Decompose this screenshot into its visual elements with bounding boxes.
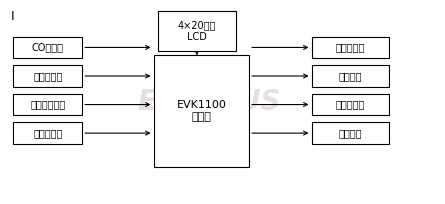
Bar [13,65,82,87]
Bar [13,37,82,58]
Text: 声光报警器: 声光报警器 [336,42,365,52]
Bar [312,94,389,115]
Bar [13,94,82,115]
Text: 4×20蓝色
LCD: 4×20蓝色 LCD [178,20,216,42]
Text: CO传感器: CO传感器 [32,42,64,52]
Text: 光照传感器: 光照传感器 [33,71,63,81]
Text: 数据存储: 数据存储 [339,128,362,138]
Text: EEFOCUS: EEFOCUS [138,88,281,116]
Text: EVK1100
开发板: EVK1100 开发板 [176,100,227,122]
Bar [312,65,389,87]
Text: 以太网通信: 以太网通信 [336,100,365,110]
Text: I: I [11,10,15,23]
Text: 温湿度传感器: 温湿度传感器 [30,100,65,110]
Text: 串口通信: 串口通信 [339,71,362,81]
Bar [158,11,236,51]
Bar [312,37,389,58]
Bar [154,55,249,167]
Bar [312,122,389,144]
Bar [13,122,82,144]
Text: 视频传感器: 视频传感器 [33,128,63,138]
